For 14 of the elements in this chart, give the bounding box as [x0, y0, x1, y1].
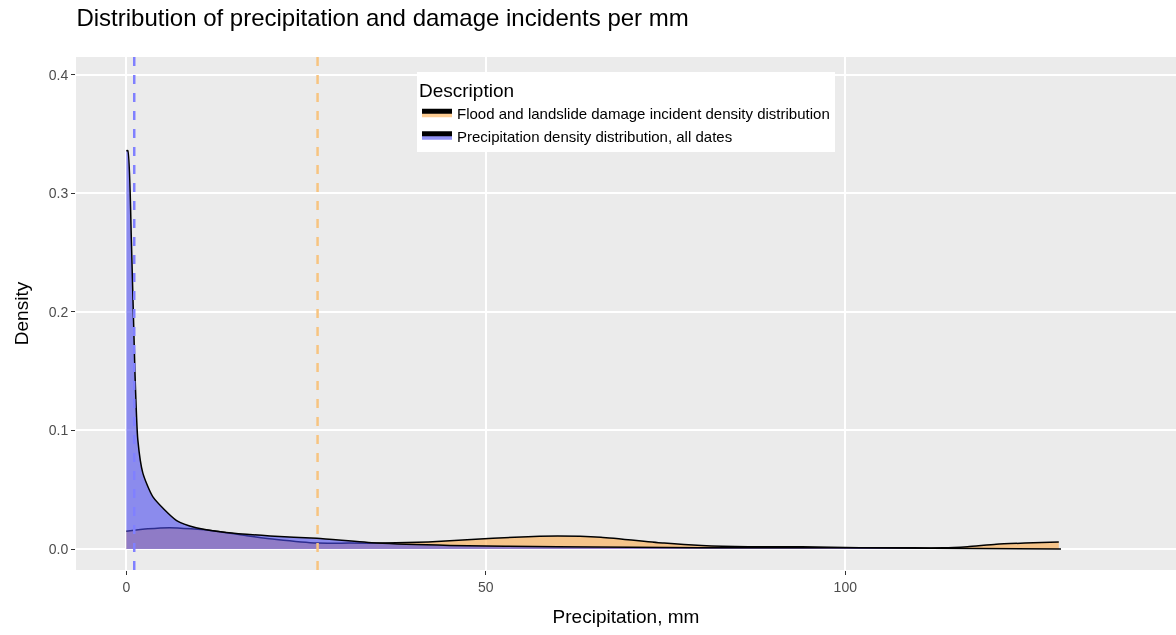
legend-label: Precipitation density distribution, all dates: [457, 127, 733, 145]
x-tick-label: 50: [478, 578, 494, 595]
legend-title: Description: [419, 80, 515, 102]
y-tick-label: 0.2: [48, 303, 69, 320]
y-tick-label: 0.3: [48, 185, 69, 202]
y-axis-title: Density: [10, 281, 32, 346]
x-axis-title: Precipitation, mm: [552, 605, 700, 627]
x-tick-label: 0: [122, 578, 131, 595]
chart-title: Distribution of precipitation and damage incidents per mm: [76, 4, 689, 32]
x-tick-label: 100: [833, 578, 858, 595]
y-tick-label: 0.1: [48, 422, 69, 439]
y-tick-label: 0.4: [48, 66, 69, 83]
legend-label: Flood and landslide damage incident density distribution: [457, 105, 830, 123]
y-tick-label: 0.0: [48, 540, 69, 557]
